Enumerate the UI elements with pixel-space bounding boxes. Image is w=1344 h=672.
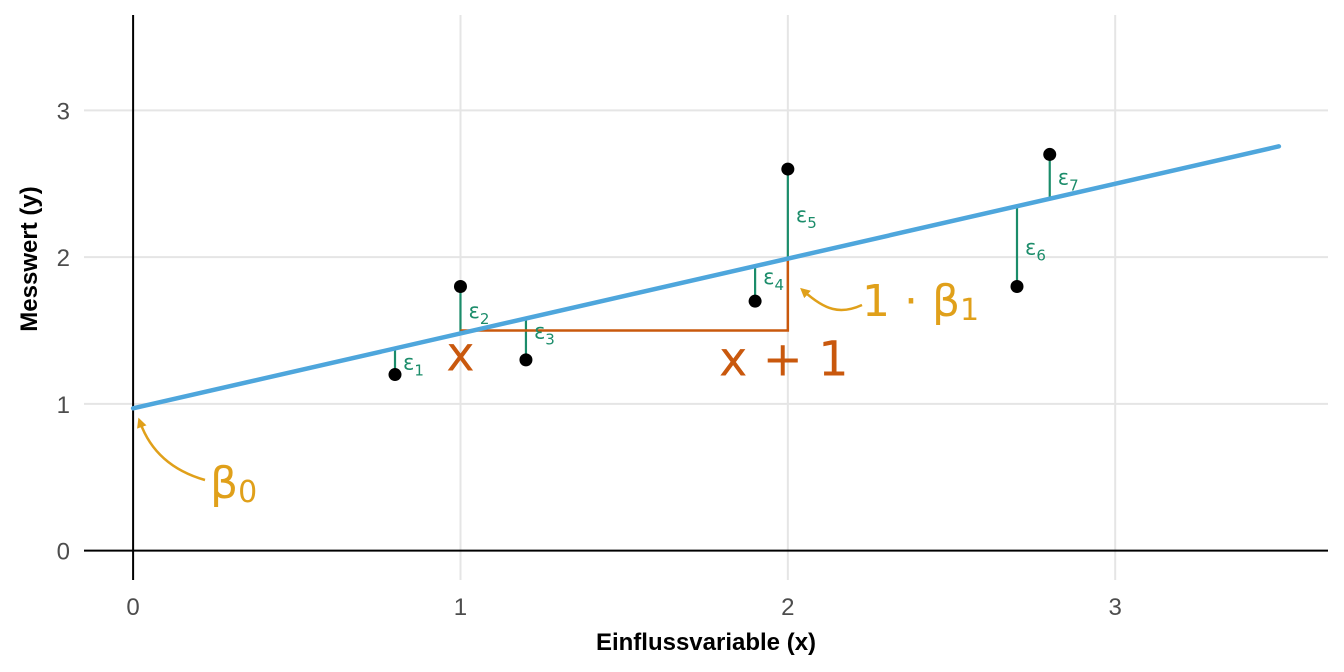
residual-label: ε1	[403, 350, 424, 379]
residual-label: ε6	[1025, 235, 1046, 264]
beta1-arrow	[800, 287, 863, 312]
y-tick-label: 0	[57, 539, 70, 566]
beta0-label: β0	[210, 458, 257, 510]
data-point	[519, 353, 533, 367]
residual-label: ε2	[468, 299, 489, 328]
y-tick-label: 2	[57, 245, 70, 272]
y-tick-label: 1	[57, 392, 70, 419]
data-point	[1043, 147, 1057, 161]
beta1-label: 1 · β1	[862, 276, 979, 328]
x-tick-label: 3	[1109, 594, 1122, 621]
slope-step	[460, 258, 790, 332]
y-axis-title: Messwert (y)	[16, 186, 43, 331]
residual-label: ε7	[1058, 166, 1079, 195]
axes	[84, 15, 1328, 580]
data-point	[781, 162, 795, 176]
x-annotation: x	[446, 327, 474, 383]
x-tick-label: 2	[781, 594, 794, 621]
tick-labels: 0 1 2 3 0 1 2 3	[57, 98, 1122, 621]
residual-label: ε5	[796, 203, 817, 232]
slope-step-path	[460, 258, 790, 332]
x-axis-title: Einflussvariable (x)	[596, 629, 816, 656]
y-tick-label: 3	[57, 98, 70, 125]
regression-line-group	[130, 144, 1282, 411]
annotations: ε1 ε2 ε3 ε4 ε5 ε6 ε7 x x + 1 β0 1 · β1	[137, 166, 1079, 510]
data-point	[748, 294, 762, 308]
data-point	[453, 279, 467, 293]
residual-label: ε3	[534, 319, 555, 348]
data-point	[1010, 279, 1024, 293]
x-tick-label: 0	[126, 594, 139, 621]
x-tick-label: 1	[454, 594, 467, 621]
regression-line	[130, 144, 1282, 411]
data-point	[388, 368, 402, 382]
beta0-arrow	[137, 417, 206, 482]
x-plus-one-annotation: x + 1	[719, 332, 849, 388]
grid-lines	[84, 15, 1328, 580]
data-points	[388, 147, 1057, 382]
residual-label: ε4	[763, 265, 784, 294]
